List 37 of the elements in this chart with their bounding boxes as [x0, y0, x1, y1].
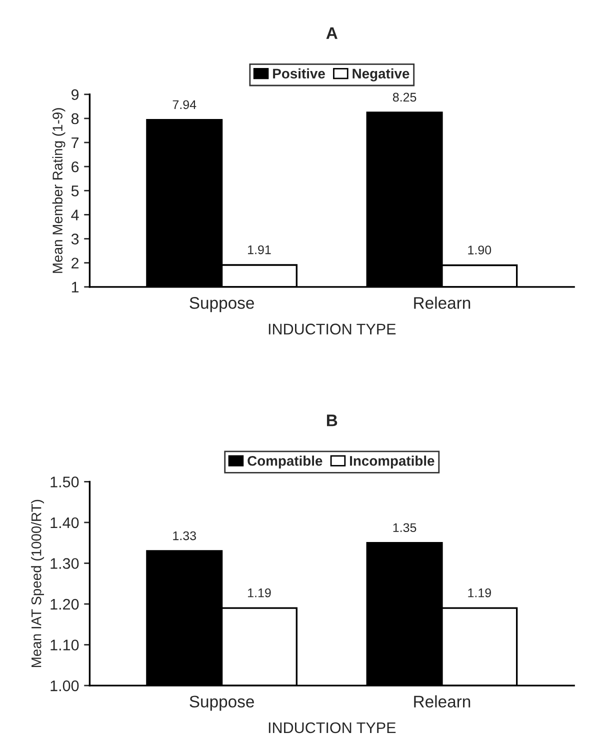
- x-tick-label: Relearn: [414, 296, 470, 309]
- data-label: 1.35: [393, 523, 416, 532]
- data-label: 7.94: [172, 100, 196, 110]
- y-tick-label: 1.40: [50, 517, 79, 528]
- y-tick-label: 1.00: [50, 680, 79, 692]
- y-tick-label: 9: [72, 89, 79, 100]
- y-tick-label: 7: [72, 138, 79, 148]
- y-tick-label: 1.20: [50, 598, 79, 610]
- y-axis-title: Mean Member Rating (1-9): [52, 108, 66, 273]
- x-tick-label: Suppose: [190, 696, 254, 711]
- x-tick-label: Relearn: [414, 695, 470, 708]
- y-tick-label: 1: [72, 282, 79, 292]
- legend-label: Positive: [273, 68, 325, 79]
- x-tick-label: Suppose: [190, 297, 254, 312]
- x-axis-title: INDUCTION TYPE: [268, 324, 396, 334]
- y-tick-label: 5: [71, 186, 79, 196]
- legend-label: Incompatible: [350, 456, 434, 469]
- data-label: 1.90: [468, 246, 492, 254]
- data-label: 1.19: [468, 588, 491, 598]
- x-axis-title: INDUCTION TYPE: [268, 722, 396, 734]
- legend-label: Negative: [352, 68, 410, 82]
- data-label: 1.19: [248, 588, 271, 598]
- y-axis-title: Mean IAT Speed (1000/RT): [31, 500, 44, 668]
- data-label: 8.25: [392, 92, 416, 102]
- y-tick-label: 8: [71, 113, 79, 124]
- y-tick-label: 2: [72, 258, 79, 268]
- y-tick-label: 6: [72, 161, 79, 172]
- legend-label: Compatible: [248, 456, 322, 469]
- chart-title: A: [326, 27, 338, 39]
- data-label: 1.33: [173, 531, 196, 540]
- y-tick-label: 3: [71, 234, 79, 244]
- y-tick-label: 1.50: [50, 476, 79, 488]
- y-tick-label: 4: [71, 210, 79, 220]
- y-tick-label: 1.30: [50, 558, 79, 569]
- y-tick-label: 1.10: [50, 640, 79, 650]
- data-label: 1.91: [248, 245, 271, 254]
- chart-title: B: [326, 414, 338, 426]
